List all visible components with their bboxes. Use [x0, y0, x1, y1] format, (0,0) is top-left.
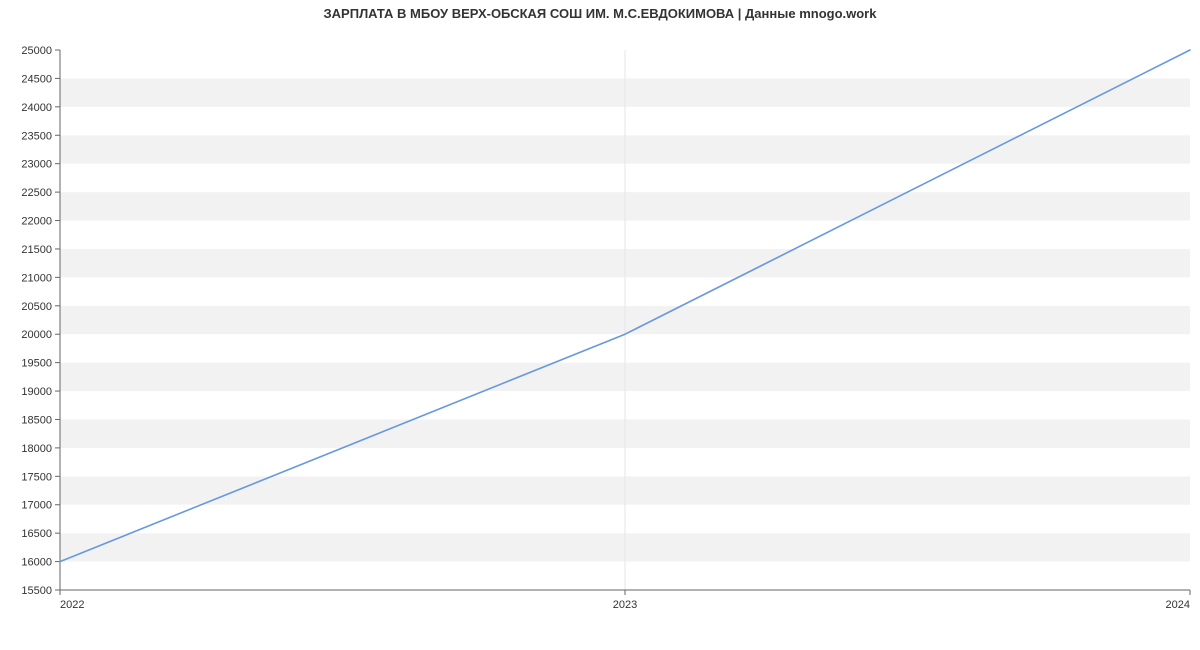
svg-text:25000: 25000 — [21, 45, 52, 57]
svg-text:15500: 15500 — [21, 585, 52, 597]
svg-text:22500: 22500 — [21, 187, 52, 199]
svg-text:24000: 24000 — [21, 102, 52, 114]
svg-text:23000: 23000 — [21, 159, 52, 171]
svg-text:20500: 20500 — [21, 301, 52, 313]
svg-text:16000: 16000 — [21, 557, 52, 569]
svg-text:16500: 16500 — [21, 528, 52, 540]
svg-text:18500: 18500 — [21, 414, 52, 426]
svg-text:17500: 17500 — [21, 471, 52, 483]
svg-text:17000: 17000 — [21, 500, 52, 512]
svg-text:21500: 21500 — [21, 244, 52, 256]
chart-svg: 15500 16000 16500 17000 17500 18000 18500 19000… — [0, 30, 1200, 630]
svg-text:18000: 18000 — [21, 443, 52, 455]
chart-plot: 15500 16000 16500 17000 17500 18000 18500 19000… — [0, 30, 1200, 630]
chart-title: ЗАРПЛАТА В МБОУ ВЕРХ-ОБСКАЯ СОШ ИМ. М.С.… — [0, 6, 1200, 21]
svg-text:2023: 2023 — [613, 599, 637, 611]
svg-text:24500: 24500 — [21, 73, 52, 85]
svg-text:23500: 23500 — [21, 130, 52, 142]
chart-container: ЗАРПЛАТА В МБОУ ВЕРХ-ОБСКАЯ СОШ ИМ. М.С.… — [0, 0, 1200, 650]
svg-text:2024: 2024 — [1166, 599, 1190, 611]
svg-text:20000: 20000 — [21, 329, 52, 341]
svg-text:2022: 2022 — [60, 599, 84, 611]
svg-text:19500: 19500 — [21, 358, 52, 370]
svg-text:21000: 21000 — [21, 272, 52, 284]
svg-text:19000: 19000 — [21, 386, 52, 398]
svg-text:22000: 22000 — [21, 216, 52, 228]
